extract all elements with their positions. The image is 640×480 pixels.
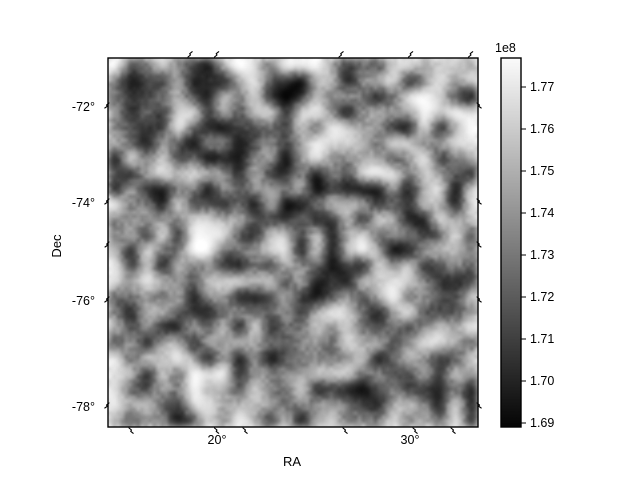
svg-text:-72°: -72° [72, 100, 95, 114]
svg-text:1.70: 1.70 [530, 374, 554, 388]
svg-text:1e8: 1e8 [495, 41, 516, 55]
svg-text:Dec: Dec [49, 234, 64, 258]
svg-text:1.74: 1.74 [530, 206, 554, 220]
svg-text:-76°: -76° [72, 294, 95, 308]
svg-text:1.77: 1.77 [530, 80, 554, 94]
svg-text:1.73: 1.73 [530, 248, 554, 262]
svg-text:1.75: 1.75 [530, 164, 554, 178]
svg-text:1.69: 1.69 [530, 416, 554, 430]
svg-text:1.71: 1.71 [530, 332, 554, 346]
svg-text:20°: 20° [208, 433, 227, 447]
svg-text:30°: 30° [401, 433, 420, 447]
svg-text:1.76: 1.76 [530, 122, 554, 136]
svg-text:-74°: -74° [72, 196, 95, 210]
svg-text:1.72: 1.72 [530, 290, 554, 304]
svg-text:RA: RA [283, 454, 301, 469]
svg-text:-78°: -78° [72, 400, 95, 414]
